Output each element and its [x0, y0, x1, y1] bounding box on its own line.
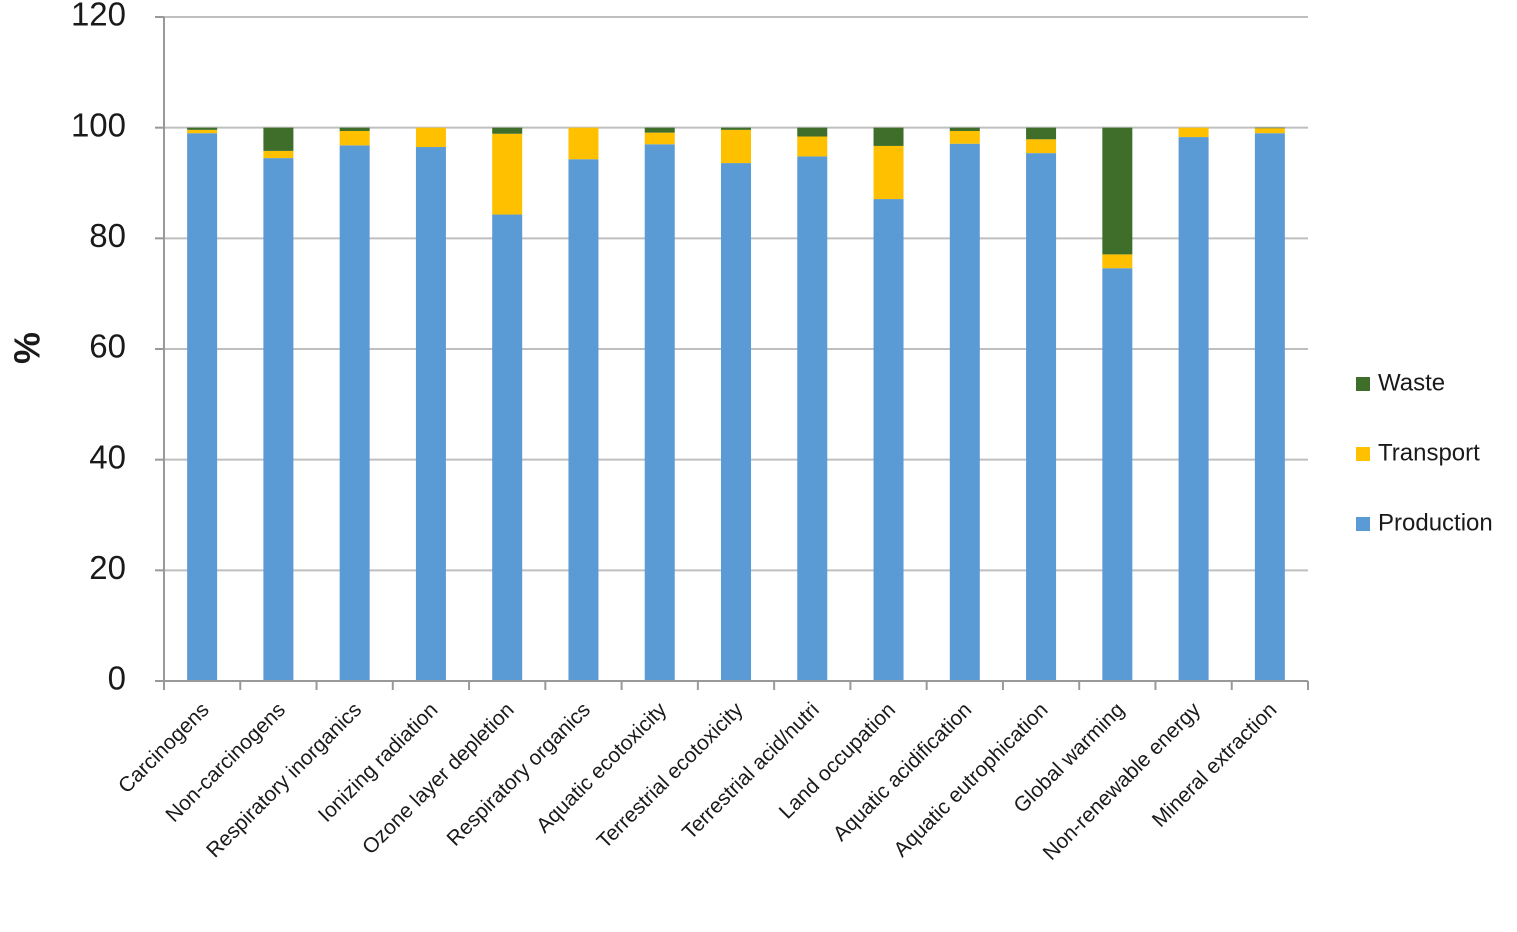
y-tick-label: 80	[89, 217, 126, 254]
x-tick-label: Respiratory organics	[443, 698, 595, 850]
x-tick-label: Non-renewable energy	[1039, 698, 1206, 865]
x-tick-label: Terrestrial acid/nutri	[678, 698, 824, 844]
bar-segment-transport	[1026, 139, 1057, 154]
bar-segment-production	[492, 214, 523, 682]
legend-label-production: Production	[1378, 509, 1493, 536]
bar-segment-production	[873, 199, 904, 681]
x-tick-label: Aquatic eutrophication	[889, 698, 1052, 861]
bar-segment-production	[1178, 137, 1209, 681]
bar-segment-transport	[1102, 254, 1133, 269]
bar-segment-transport	[873, 145, 904, 200]
bar-segment-transport	[949, 130, 980, 144]
axes	[163, 17, 1309, 690]
bar-segment-production	[339, 145, 370, 681]
bar-segment-transport	[492, 133, 523, 215]
y-tick-label: 20	[89, 549, 126, 586]
bar-segment-waste	[797, 127, 828, 137]
legend-label-transport: Transport	[1378, 439, 1480, 466]
bar-segment-transport	[721, 129, 751, 164]
bar-segment-production	[263, 158, 294, 682]
x-tick-label: Ozone layer depletion	[358, 698, 519, 859]
bar-segment-production	[1102, 268, 1133, 681]
bar-segment-transport	[568, 127, 599, 160]
bar-segment-transport	[415, 127, 446, 148]
bar-segment-waste	[1102, 127, 1133, 255]
legend-swatch-production	[1356, 517, 1370, 531]
legend-label-waste: Waste	[1378, 369, 1445, 396]
y-tick-label: 0	[108, 660, 126, 697]
bar-segment-waste	[1026, 127, 1057, 140]
y-tick-label: 100	[71, 106, 126, 143]
bar-segment-waste	[187, 127, 218, 130]
bar-segment-production	[1254, 133, 1285, 681]
bar-segment-waste	[1254, 127, 1285, 129]
bar-segment-production	[949, 143, 980, 682]
bar-segment-production	[797, 156, 828, 681]
y-axis-tick-labels: 0 20 40 60 80 100 120	[71, 0, 126, 697]
bar-segment-production	[187, 133, 218, 681]
x-tick-label: Aquatic acidification	[829, 698, 977, 846]
bar-segment-transport	[1178, 127, 1209, 138]
bar-segment-waste	[263, 127, 294, 151]
bar-segment-waste	[721, 127, 751, 130]
bar-segment-waste	[492, 127, 523, 134]
bar-segment-waste	[873, 127, 904, 146]
bar-segment-transport	[263, 150, 294, 159]
legend: Waste Transport Production	[1356, 369, 1493, 536]
bar-segment-waste	[949, 127, 980, 131]
bar-segment-transport	[644, 132, 675, 145]
bar-segment-transport	[187, 129, 218, 134]
bars	[187, 127, 1285, 682]
bar-segment-transport	[339, 130, 370, 146]
bar-segment-production	[644, 144, 675, 681]
y-axis-title: %	[7, 332, 48, 364]
bar-segment-production	[568, 159, 599, 681]
bar-segment-transport	[797, 136, 828, 157]
legend-swatch-transport	[1356, 447, 1370, 461]
x-tick-label: Aquatic ecotoxicity	[532, 698, 672, 838]
x-tick-label: Terrestrial ecotoxicity	[593, 698, 748, 853]
legend-swatch-waste	[1356, 377, 1370, 391]
y-tick-label: 120	[71, 0, 126, 33]
bar-segment-waste	[644, 127, 675, 133]
bar-segment-production	[721, 163, 751, 681]
y-tick-label: 60	[89, 328, 126, 365]
bar-segment-transport	[1254, 128, 1285, 134]
x-tick-label: Respiratory inorganics	[202, 698, 366, 862]
bar-segment-waste	[339, 127, 370, 131]
bar-segment-production	[1026, 153, 1057, 681]
bar-segment-production	[415, 147, 446, 682]
y-tick-label: 40	[89, 438, 126, 475]
